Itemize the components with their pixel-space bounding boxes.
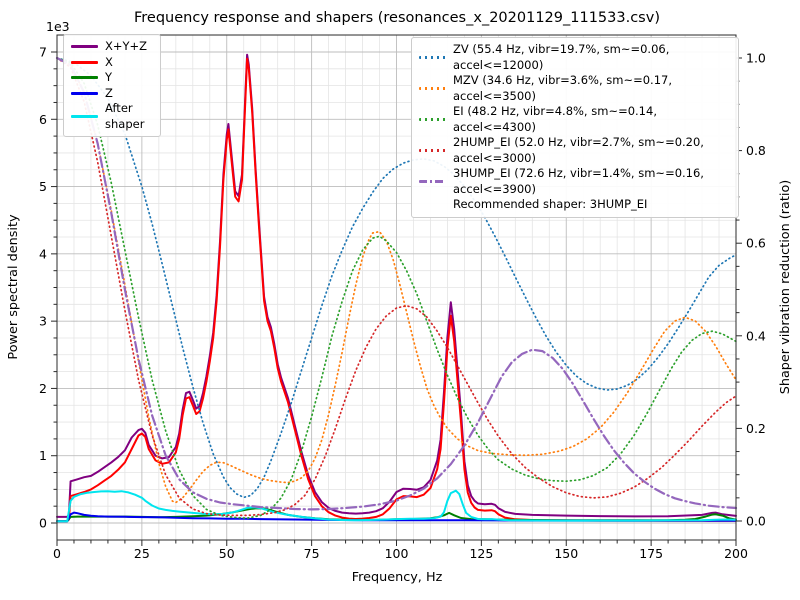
legend-label: Z (105, 85, 113, 100)
x-tick-label: 50 (219, 546, 235, 561)
legend-label: EI (48.2 Hz, vibr=4.8%, sm~=0.14, accel<… (453, 104, 657, 134)
legend-label: X+Y+Z (105, 39, 148, 53)
data-curves (55, 53, 738, 523)
y-right-tick-label: 0.2 (746, 421, 766, 436)
y-right-tick-label: 0.8 (746, 143, 766, 158)
legend-label: MZV (34.6 Hz, vibr=3.6%, sm~=0.17, accel… (453, 73, 672, 103)
x-tick-label: 75 (304, 546, 320, 561)
y-left-tick-label: 6 (39, 112, 47, 127)
x-tick-label: 125 (469, 546, 493, 561)
legend-swatch (71, 91, 98, 95)
legend-item-X: X (71, 55, 153, 71)
legend-item-MZV: MZV (34.6 Hz, vibr=3.6%, sm~=0.17, accel… (419, 73, 731, 104)
legend-item-After-shaper: After shaper (71, 101, 153, 132)
curve-2HUMP_EI (56, 57, 737, 517)
curve-After-shaper (56, 489, 737, 523)
curve-X (56, 57, 737, 522)
curve-ZV (56, 57, 737, 499)
legend-item-EI: EI (48.2 Hz, vibr=4.8%, sm~=0.14, accel<… (419, 104, 731, 135)
legend-item-Y: Y (71, 70, 153, 86)
legend-swatch (419, 56, 446, 59)
y-right-tick-label: 0.4 (746, 328, 766, 343)
y-left-tick-label: 1 (39, 448, 47, 463)
y-axis-right-label: Shaper vibration reduction (ratio) (778, 180, 793, 395)
legend-item-ZV: ZV (55.4 Hz, vibr=19.7%, sm~=0.06, accel… (419, 42, 731, 73)
legend-item-X-Y-Z: X+Y+Z (71, 39, 153, 55)
y-left-tick-label: 7 (39, 45, 47, 60)
x-axis-label: Frequency, Hz (352, 570, 443, 585)
legend-swatch (71, 76, 98, 80)
y-left-tick-label: 3 (39, 314, 47, 329)
legend-label: ZV (55.4 Hz, vibr=19.7%, sm~=0.06, accel… (453, 42, 670, 72)
legend-item-Z: Z (71, 86, 153, 102)
legend-psd: X+Y+Z X Y Z After shaper (63, 34, 161, 137)
legend-item-2HUMP_EI: 2HUMP_EI (52.0 Hz, vibr=2.7%, sm~=0.20, … (419, 135, 731, 166)
legend-swatch (419, 180, 446, 183)
chart-title: Frequency response and shapers (resonanc… (134, 10, 660, 26)
legend-swatch (419, 87, 446, 90)
legend-swatch (71, 60, 98, 64)
legend-swatch (419, 118, 446, 121)
tick-marks (51, 51, 742, 546)
y-left-tick-label: 0 (39, 516, 47, 531)
legend-label: 2HUMP_EI (52.0 Hz, vibr=2.7%, sm~=0.20, … (453, 135, 704, 165)
curve-MZV (56, 57, 737, 504)
y-left-tick-label: 4 (39, 246, 47, 261)
x-tick-label: 175 (639, 546, 663, 561)
x-tick-label: 200 (724, 546, 748, 561)
y-left-tick-label: 5 (39, 179, 47, 194)
x-tick-label: 150 (554, 546, 578, 561)
legend-shapers-items: ZV (55.4 Hz, vibr=19.7%, sm~=0.06, accel… (419, 42, 731, 197)
y-axis-offset-text: 1e3 (46, 19, 70, 34)
x-tick-label: 25 (134, 546, 150, 561)
y-right-tick-label: 0.6 (746, 236, 766, 251)
recommended-shaper-note: Recommended shaper: 3HUMP_EI (453, 197, 648, 211)
legend-label: 3HUMP_EI (72.6 Hz, vibr=1.4%, sm~=0.16, … (453, 166, 704, 196)
legend-swatch (419, 149, 446, 152)
legend-label: X (105, 54, 113, 69)
y-axis-left-label: Power spectral density (6, 214, 21, 360)
curve-3HUMP_EI (55, 56, 738, 511)
x-tick-label: 0 (53, 546, 61, 561)
legend-label: Y (105, 70, 113, 84)
y-right-tick-label: 0.0 (746, 514, 766, 529)
curve-Z (56, 511, 737, 523)
legend-shapers: ZV (55.4 Hz, vibr=19.7%, sm~=0.06, accel… (411, 37, 739, 218)
y-right-tick-label: 1.0 (746, 51, 766, 66)
y-left-tick-label: 2 (39, 381, 47, 396)
legend-swatch (71, 45, 98, 49)
legend-item-3HUMP_EI: 3HUMP_EI (72.6 Hz, vibr=1.4%, sm~=0.16, … (419, 166, 731, 197)
legend-swatch (71, 115, 98, 118)
tick-labels: 0 25 50 75 100 125 150 175 200 0 1 2 3 4 5 6 7 0.0 0.2 0.4 0… (39, 45, 766, 562)
legend-label: After shaper (105, 101, 145, 131)
x-tick-label: 100 (385, 546, 409, 561)
